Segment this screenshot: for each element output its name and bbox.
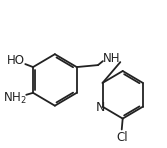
Text: NH$_2$: NH$_2$ — [3, 91, 27, 106]
Text: N: N — [96, 101, 105, 114]
Text: Cl: Cl — [116, 131, 128, 144]
Text: HO: HO — [7, 54, 25, 67]
Text: NH: NH — [103, 52, 120, 65]
